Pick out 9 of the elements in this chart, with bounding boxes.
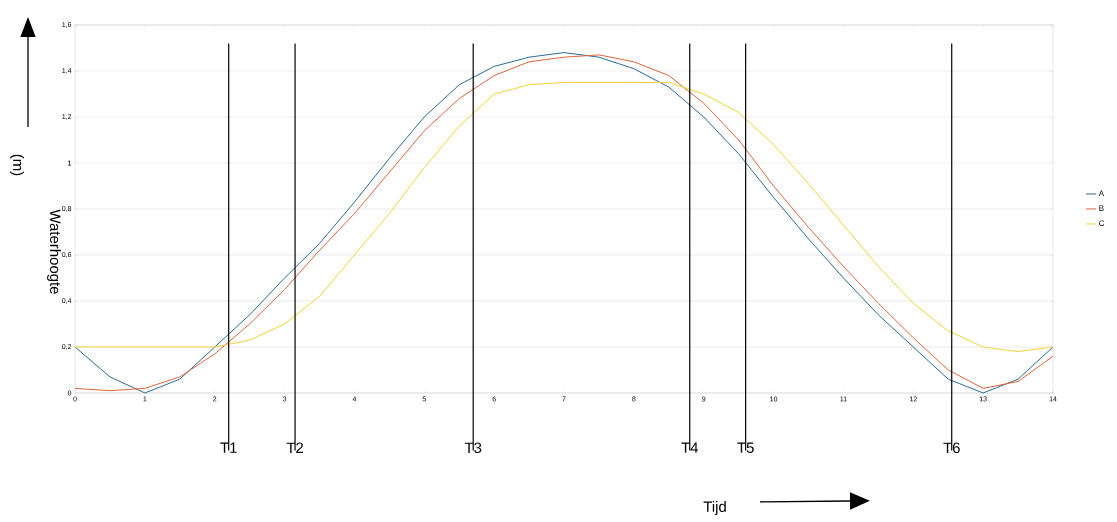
y-axis-title: Waterhoogte xyxy=(47,209,61,294)
text: Tijd xyxy=(703,501,726,515)
ref-line-label: T6 xyxy=(943,442,960,454)
text: (m) xyxy=(10,154,24,176)
ref-line-label: T3 xyxy=(464,442,482,454)
ref-line-label: T1 xyxy=(220,442,237,453)
ref-line-label: T4 xyxy=(681,442,699,453)
ref-line-label: T5 xyxy=(737,442,754,453)
ref-line-label: T2 xyxy=(286,442,304,453)
